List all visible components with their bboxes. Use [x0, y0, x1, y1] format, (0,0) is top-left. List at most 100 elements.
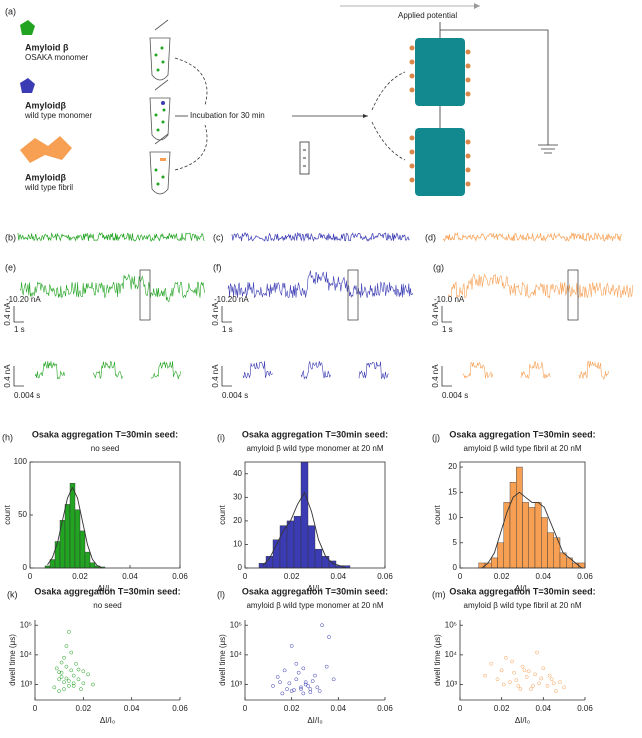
point	[271, 684, 275, 688]
point	[545, 684, 550, 688]
arrow	[174, 124, 208, 171]
x-tick-label: 0.02	[494, 704, 510, 713]
point	[331, 677, 336, 682]
point	[62, 687, 66, 691]
current-trace	[442, 232, 622, 242]
y-tick-label: 20	[233, 516, 242, 525]
panel-label: (f)	[213, 262, 222, 272]
point	[495, 677, 500, 682]
bar	[286, 520, 295, 569]
y-tick-label: 10⁵	[230, 620, 242, 629]
event-trace	[92, 360, 123, 380]
point	[57, 677, 62, 682]
point	[516, 684, 521, 688]
point	[62, 655, 66, 660]
panel-label: (l)	[217, 589, 225, 599]
point	[549, 677, 554, 682]
y-tick-label: 50	[18, 510, 27, 519]
point	[547, 673, 552, 678]
point	[558, 680, 562, 685]
point	[62, 680, 66, 685]
x-tick-label: 0.02	[76, 704, 92, 713]
point	[503, 655, 508, 660]
point	[489, 661, 494, 666]
point	[64, 676, 69, 681]
point	[301, 691, 306, 696]
scale-bar	[221, 366, 232, 387]
fit-curve	[481, 491, 583, 569]
y-tick-label: 100	[14, 457, 28, 466]
point	[64, 664, 69, 669]
current-scale: 0.4 nA	[431, 302, 440, 326]
point	[289, 644, 294, 648]
bar	[578, 562, 586, 569]
time-scale: 1 s	[14, 325, 25, 334]
y-tick-label: 10⁴	[230, 650, 243, 659]
y-tick-label: 40	[233, 469, 242, 478]
point	[533, 672, 537, 677]
panel-label: (e)	[5, 262, 16, 272]
panel-label: (g)	[433, 262, 444, 272]
molecule-name: Amyloidβ	[25, 172, 67, 182]
pore	[415, 128, 465, 196]
tubes	[149, 19, 171, 195]
point	[292, 688, 296, 692]
point	[524, 675, 529, 679]
point	[306, 684, 310, 688]
molecule-name: Amyloid β	[25, 42, 69, 52]
y-tick-label: 30	[233, 492, 242, 501]
point	[57, 689, 62, 693]
y-tick-label: 0	[23, 563, 28, 572]
chart-subtitle: amyloid β wild type fibril at 20 nM	[464, 601, 582, 610]
event-box	[139, 269, 151, 321]
x-axis-label: ΔI/I₀	[307, 716, 322, 725]
panel-label: (b)	[5, 232, 16, 242]
point	[551, 681, 556, 686]
point	[535, 650, 539, 655]
point	[520, 664, 525, 669]
point	[86, 672, 91, 677]
point	[59, 660, 64, 665]
bar	[89, 562, 96, 569]
bar	[300, 461, 309, 569]
ground	[538, 144, 558, 154]
y-tick-label: 15	[448, 487, 457, 496]
arrow	[371, 71, 406, 111]
molecule-desc: wild type monomer	[24, 111, 92, 120]
point	[282, 668, 287, 673]
point	[562, 685, 567, 690]
arrow-head	[363, 114, 368, 118]
x-axis-label: ΔI/I₀	[97, 584, 112, 593]
chart-subtitle: no seed	[93, 601, 121, 610]
y-tick-label: 20	[448, 462, 457, 471]
bar	[572, 562, 579, 569]
x-axis-label: ΔI/I₀	[515, 584, 530, 593]
point	[278, 680, 282, 685]
point	[537, 681, 542, 686]
y-tick-label: 0	[453, 563, 458, 572]
y-tick-label: 10	[233, 540, 242, 549]
x-tick-label: 0.06	[577, 704, 593, 713]
x-tick-label: 0.06	[172, 704, 188, 713]
pore-beads	[409, 45, 471, 187]
point	[71, 673, 76, 678]
point	[69, 650, 74, 655]
point	[299, 687, 303, 691]
event-trace	[242, 361, 273, 379]
point	[299, 685, 303, 690]
panel-label: (m)	[432, 589, 446, 599]
chart-title: Osaka aggregation T=30min seed:	[449, 586, 595, 596]
pore	[415, 38, 465, 106]
event-trace	[578, 360, 609, 380]
chart-subtitle: no seed	[91, 444, 119, 453]
point	[79, 687, 83, 691]
point	[91, 682, 95, 687]
fit-curve	[262, 491, 347, 569]
point	[275, 675, 280, 679]
x-tick-label: 0.06	[377, 572, 393, 581]
bar	[64, 504, 71, 569]
baseline-label: -10.0 nA	[434, 295, 465, 304]
y-axis-label: count	[3, 504, 12, 524]
point	[553, 689, 558, 693]
arrow	[174, 57, 208, 106]
